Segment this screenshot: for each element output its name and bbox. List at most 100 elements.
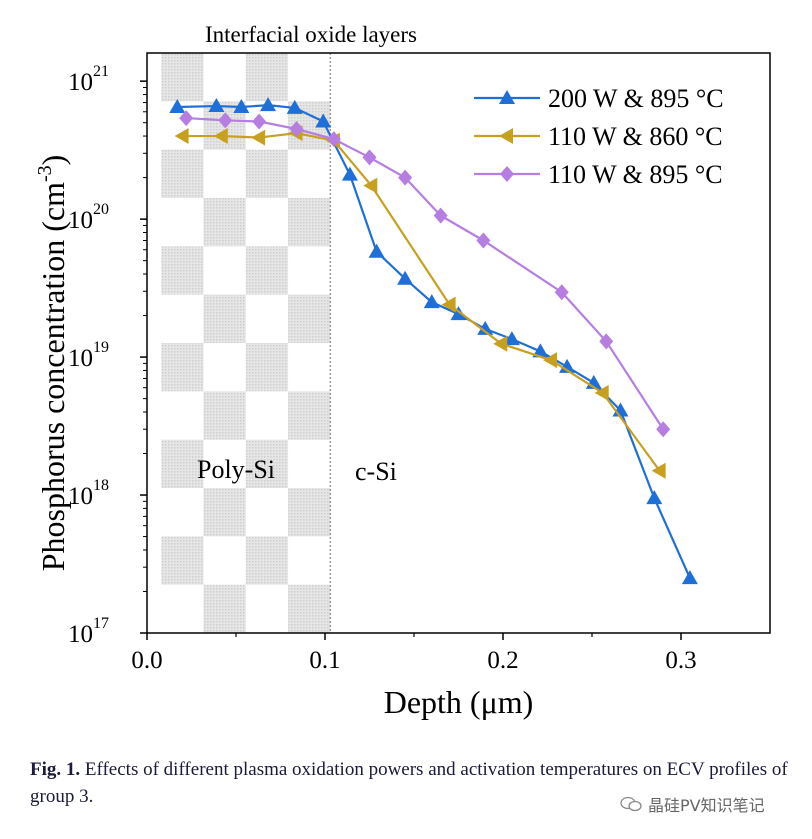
data-point — [326, 131, 341, 148]
legend-item: 110 W & 895 °C — [474, 160, 723, 189]
polysi-texture-cell — [288, 391, 331, 440]
data-point — [179, 110, 194, 127]
y-tick-label: 1019 — [68, 339, 109, 372]
polysi-texture-cell — [161, 149, 204, 198]
annotation-interfacial-oxide: Interfacial oxide layers — [205, 22, 417, 47]
y-tick-exponent: 19 — [93, 339, 109, 356]
polysi-texture-cell — [203, 584, 246, 633]
x-tick-label: 0.0 — [131, 647, 162, 674]
x-tick-label: 0.2 — [487, 647, 518, 674]
polysi-texture-cell — [245, 536, 289, 585]
polysi-texture-cell — [203, 294, 246, 343]
polysi-texture-cell — [288, 488, 331, 537]
data-point — [656, 421, 671, 438]
wechat-icon — [620, 796, 642, 812]
data-point — [433, 207, 448, 224]
data-point — [476, 232, 491, 249]
data-point — [315, 113, 332, 128]
data-point — [646, 490, 663, 505]
data-point — [441, 296, 456, 313]
data-point — [532, 343, 549, 358]
legend-marker — [499, 128, 513, 144]
annotation-csi: c-Si — [355, 457, 397, 486]
legend-marker — [499, 90, 515, 104]
series-layer — [169, 97, 698, 585]
data-point — [559, 358, 576, 373]
data-point — [169, 98, 186, 113]
caption-text: Effects of different plasma oxidation po… — [30, 759, 788, 807]
data-point — [398, 169, 413, 186]
series-1 — [169, 97, 698, 585]
data-point — [362, 149, 377, 166]
polysi-texture-cell — [288, 584, 331, 633]
data-point — [423, 294, 440, 309]
watermark-text: 晶硅PV知识笔记 — [648, 796, 765, 815]
data-point — [477, 320, 494, 335]
legend-label: 110 W & 895 °C — [548, 160, 723, 189]
legend-label: 200 W & 895 °C — [548, 84, 724, 113]
data-point — [208, 98, 225, 113]
polysi-texture-cell — [203, 198, 246, 247]
y-tick-base: 10 — [68, 207, 93, 234]
data-point — [493, 335, 508, 352]
data-point — [213, 128, 228, 145]
data-point — [286, 99, 303, 114]
polysi-texture-cell — [245, 53, 289, 102]
polysi-texture-cell — [245, 439, 289, 488]
data-point — [599, 333, 614, 350]
data-point — [251, 129, 266, 146]
y-tick-base: 10 — [68, 483, 93, 510]
data-point — [543, 352, 558, 369]
watermark: 晶硅PV知识笔记 — [620, 792, 765, 816]
legend-label: 110 W & 860 °C — [548, 122, 723, 151]
polysi-texture-cell — [161, 439, 204, 488]
annotation-polysi: Poly-Si — [197, 455, 275, 484]
y-tick-label: 1017 — [68, 615, 109, 648]
polysi-texture-cell — [288, 294, 331, 343]
y-axis-label-close: ) — [35, 155, 71, 166]
caption-label: Fig. 1. — [30, 759, 81, 780]
polysi-texture-cell — [161, 343, 204, 392]
data-point — [594, 384, 609, 401]
y-tick-exponent: 17 — [93, 615, 109, 632]
data-point — [233, 98, 250, 113]
y-tick-base: 10 — [68, 345, 93, 372]
legend: 200 W & 895 °C 110 W & 860 °C 110 W & 895 … — [474, 84, 724, 189]
y-axis-label-main: Phosphorus concentration (cm — [35, 182, 71, 571]
data-point — [252, 113, 267, 130]
polysi-texture-cell — [245, 246, 289, 295]
x-tick-label: 0.3 — [665, 647, 696, 674]
polysi-texture-cell — [203, 391, 246, 440]
y-tick-label: 1018 — [68, 477, 109, 510]
y-tick-exponent: 21 — [93, 63, 109, 80]
y-tick-label: 1021 — [68, 63, 109, 96]
data-point — [450, 306, 467, 321]
y-axis-label: Phosphorus concentration (cm-3) — [34, 155, 71, 572]
data-point — [363, 177, 378, 194]
polysi-region-shading — [161, 53, 331, 633]
legend-item: 200 W & 895 °C — [474, 84, 724, 113]
data-point — [368, 243, 385, 258]
polysi-texture-cell — [161, 246, 204, 295]
polysi-texture-cell — [161, 53, 204, 102]
x-axis-label: Depth (μm) — [384, 684, 534, 720]
polysi-texture-cell — [245, 149, 289, 198]
y-axis-label-exponent: -3 — [34, 165, 56, 182]
data-point — [681, 570, 698, 585]
polysi-texture-cell — [245, 343, 289, 392]
y-tick-exponent: 20 — [93, 201, 109, 218]
data-point — [289, 121, 304, 138]
data-point — [218, 112, 233, 129]
data-point — [260, 97, 277, 112]
data-point — [397, 270, 414, 285]
data-point — [341, 166, 358, 181]
data-point — [174, 128, 189, 145]
data-point — [554, 284, 569, 301]
x-tick-label: 0.1 — [309, 647, 340, 674]
y-tick-base: 10 — [68, 621, 93, 648]
polysi-texture-cell — [203, 488, 246, 537]
legend-item: 110 W & 860 °C — [474, 122, 723, 151]
polysi-texture-cell — [161, 536, 204, 585]
ecv-chart: Interfacial oxide layers Poly-Si c-Si 0.… — [34, 22, 771, 720]
